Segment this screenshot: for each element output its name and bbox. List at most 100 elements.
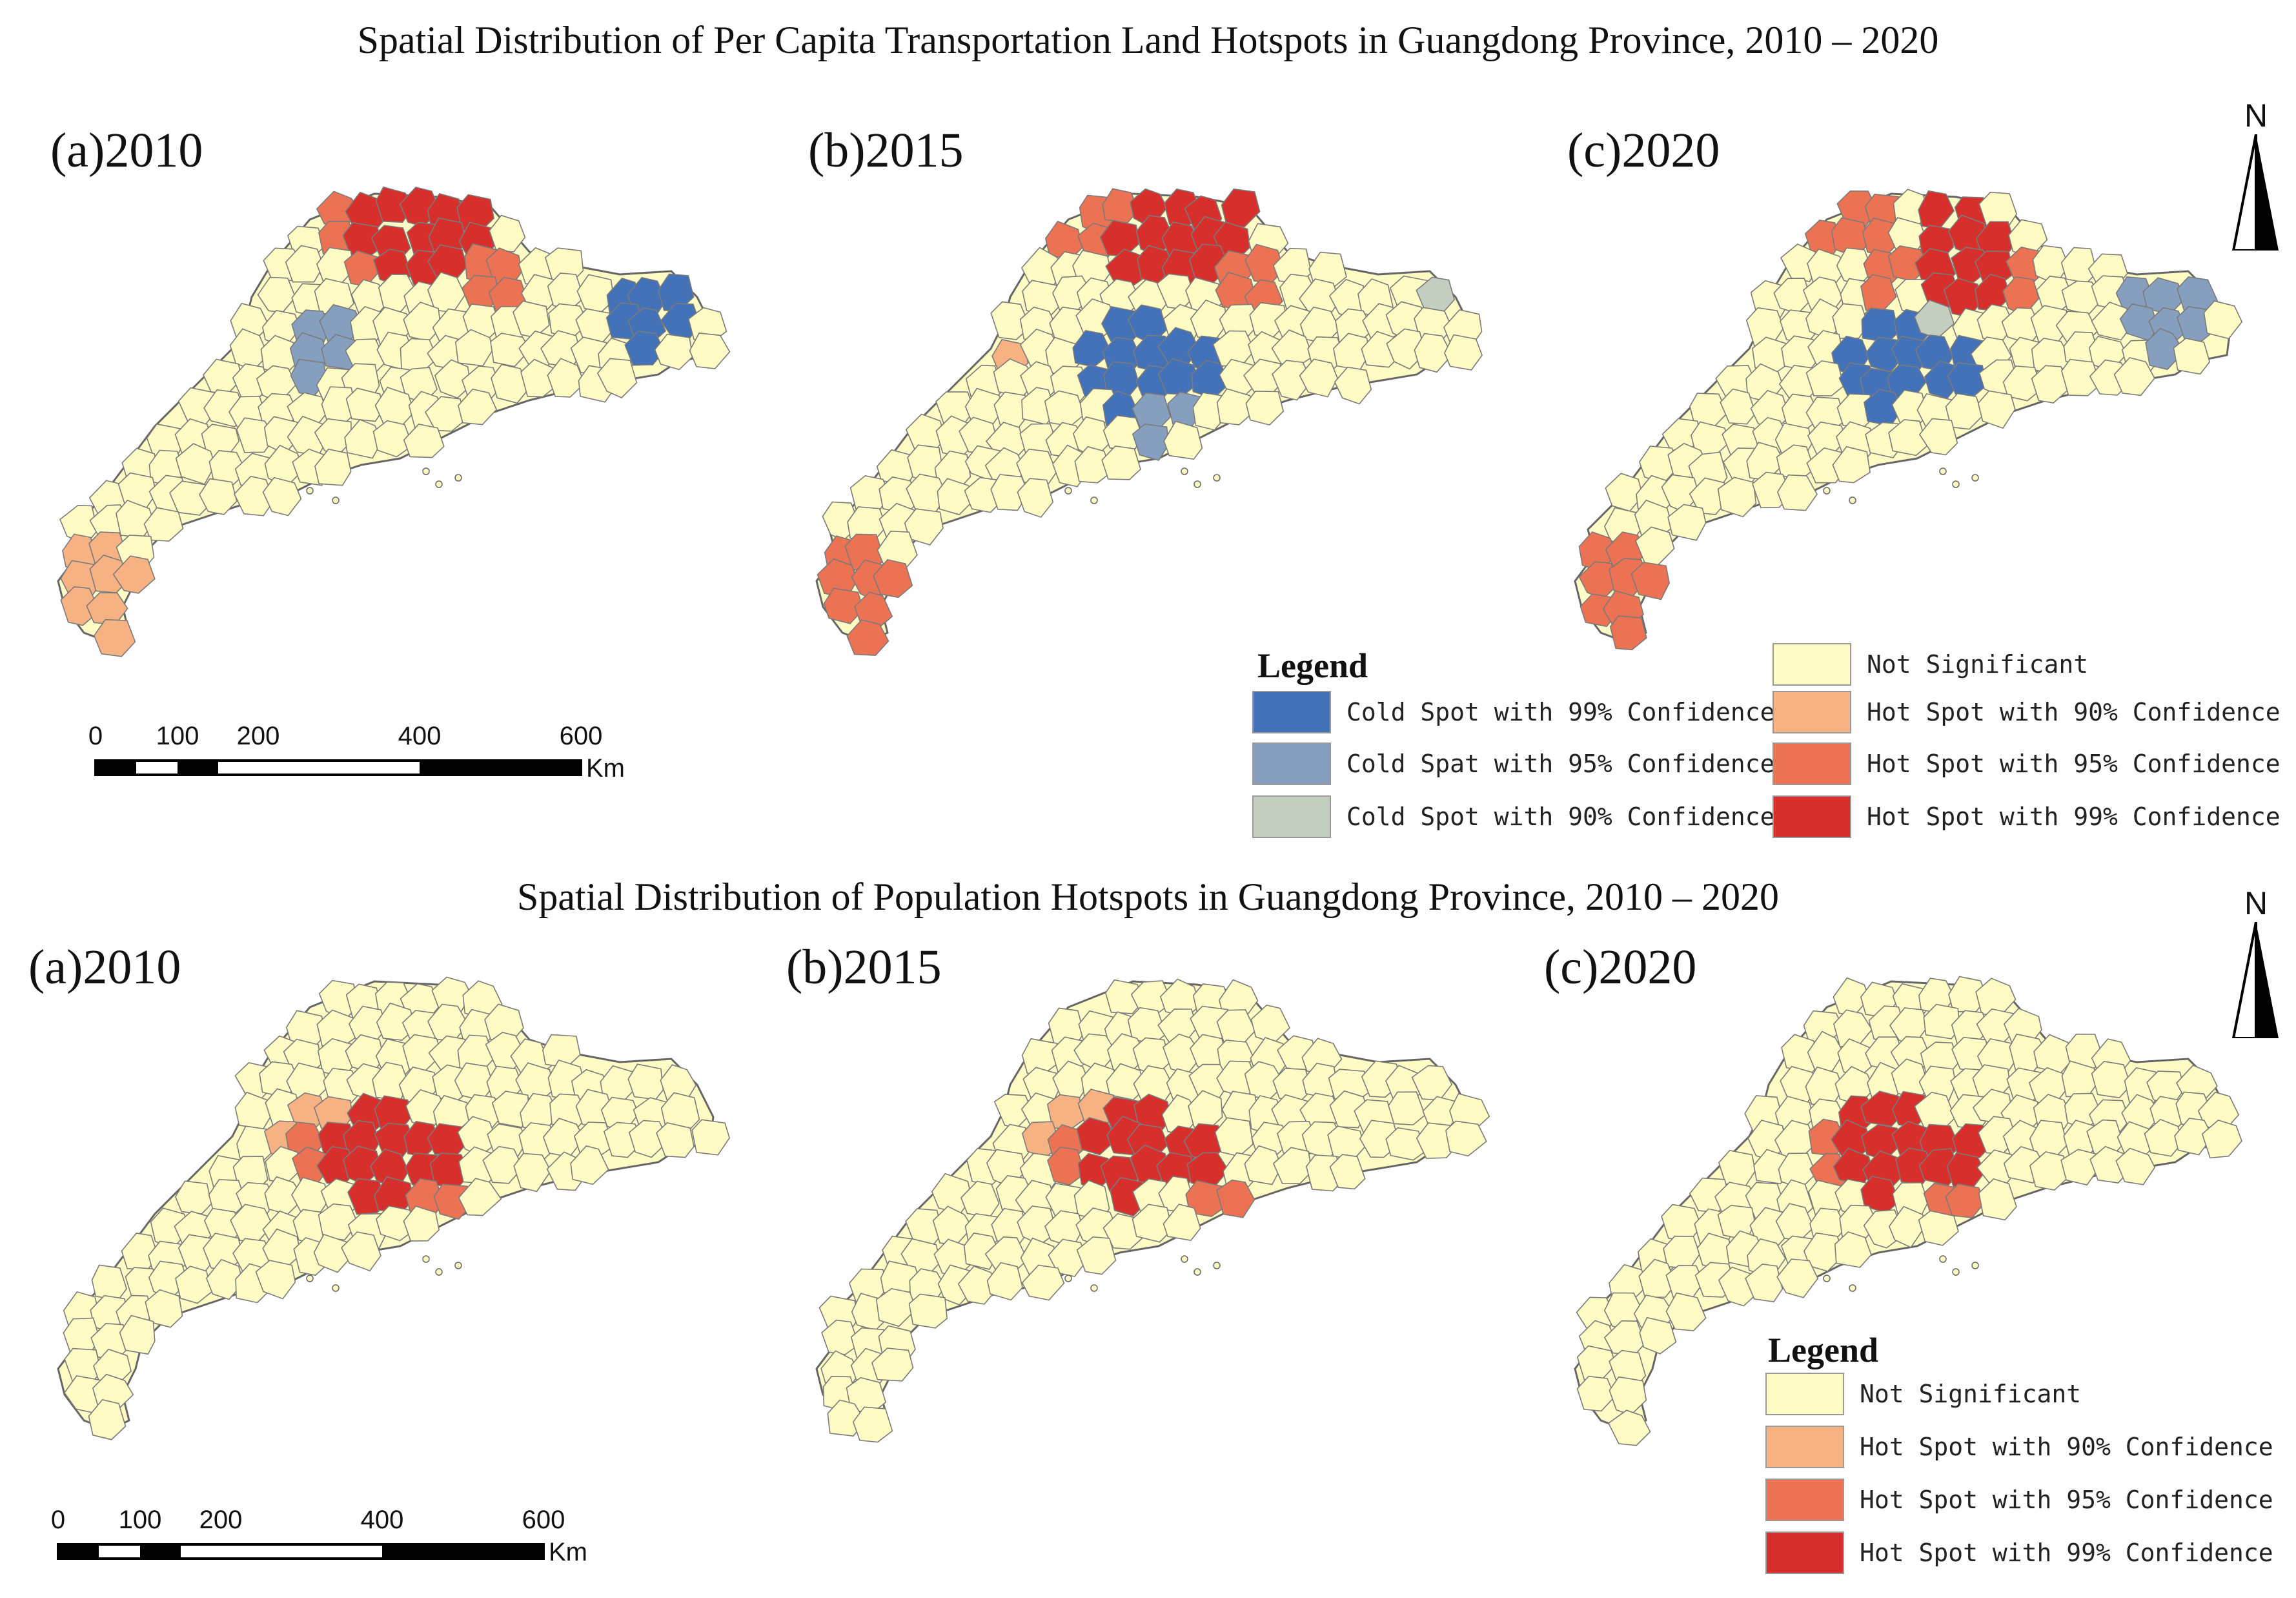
island [1194, 1268, 1201, 1276]
top-map-2020 [1574, 189, 2243, 651]
scale-labels: 0 100 200 400 600 [65, 722, 645, 754]
legend-label: Not Significant [1860, 1380, 2082, 1408]
county-region [1888, 419, 1928, 456]
county-region [1832, 446, 1871, 484]
bottom-figure-title: Spatial Distribution of Population Hotsp… [517, 876, 1779, 918]
county-region [255, 1260, 296, 1300]
county-region [234, 475, 275, 517]
county-region [93, 619, 136, 657]
county-region [341, 1231, 381, 1272]
island [1849, 497, 1856, 504]
county-region [1414, 333, 1453, 373]
bottom-panel-c-label: (c)2020 [1544, 940, 1697, 994]
island [1064, 1275, 1072, 1282]
county-region [660, 303, 700, 338]
county-region [1834, 1231, 1872, 1268]
county-region [262, 476, 302, 517]
county-region [1945, 393, 1984, 430]
county-region [482, 1145, 523, 1184]
legend-item-hot95: Hot Spot with 95% Confidence [1765, 1479, 2273, 1521]
island [1064, 487, 1072, 495]
county-region [1444, 334, 1483, 371]
legend-title: Legend [1257, 646, 1368, 685]
county-region [2115, 1147, 2156, 1185]
county-region [1163, 1204, 1201, 1241]
county-region [372, 420, 414, 458]
legend-item-not-significant: Not Significant [1773, 643, 2088, 686]
county-region [1665, 1292, 1707, 1331]
legend-title: Legend [1768, 1331, 1879, 1369]
legend-label: Cold Spat with 95% Confidence [1346, 750, 1775, 778]
county-region [937, 478, 977, 516]
county-region [624, 330, 665, 366]
county-region [175, 1265, 213, 1304]
county-region [458, 1178, 502, 1216]
county-region [628, 1120, 669, 1158]
county-region [174, 1180, 212, 1214]
legend-swatch [1252, 691, 1331, 733]
top-panel-b-label: (b)2015 [808, 123, 964, 178]
north-arrow-icon [2231, 134, 2279, 252]
county-region [119, 1315, 156, 1355]
county-region [1299, 358, 1339, 398]
scale-tick-label: 0 [88, 722, 103, 750]
legend-swatch [1773, 795, 1851, 838]
legend-swatch [1252, 743, 1331, 785]
county-region [990, 301, 1031, 340]
county-region [990, 474, 1030, 511]
scale-labels: 0 100 200 400 600 [27, 1506, 608, 1538]
bottom-legend: Legend Not Significant Hot Spot with 90%… [1765, 1330, 2282, 1588]
scale-tick-label: 600 [559, 722, 603, 750]
county-region [2144, 1118, 2184, 1157]
bottom-map-2015 [815, 978, 1490, 1443]
legend-item-hot99: Hot Spot with 99% Confidence [1773, 795, 2281, 838]
county-region [1329, 1154, 1366, 1190]
county-region [2031, 365, 2070, 404]
county-region [208, 1179, 247, 1214]
county-region [491, 364, 531, 404]
island [1194, 480, 1201, 488]
county-region [1977, 390, 2016, 429]
county-region [656, 1122, 695, 1158]
county-region [1076, 1117, 1118, 1156]
island [422, 467, 430, 475]
county-region [1244, 1145, 1282, 1185]
top-scale-bar: 0 100 200 400 600 Km [65, 722, 645, 793]
county-region [1639, 1316, 1677, 1355]
legend-swatch [1773, 743, 1851, 785]
county-region [1923, 1003, 1961, 1040]
island [332, 497, 340, 504]
county-region [145, 1289, 183, 1328]
county-region [1720, 388, 1756, 425]
legend-swatch [1252, 795, 1331, 838]
legend-item-hot90: Hot Spot with 90% Confidence [1773, 691, 2281, 733]
county-region [60, 586, 101, 626]
island [1823, 487, 1831, 495]
county-region [1860, 1091, 1902, 1127]
legend-label: Cold Spot with 99% Confidence [1346, 698, 1775, 726]
island [1952, 480, 1960, 488]
bottom-north-arrow: N [2220, 885, 2291, 1041]
north-letter: N [2244, 97, 2268, 134]
island [1939, 467, 1947, 475]
island [1213, 474, 1221, 482]
county-region [1631, 562, 1670, 600]
county-region [1021, 1264, 1065, 1301]
county-region [1074, 446, 1113, 484]
county-region [1216, 388, 1256, 425]
scale-tick-label: 100 [156, 722, 199, 750]
county-region [1445, 1120, 1487, 1157]
county-region [1163, 420, 1203, 460]
county-region [2113, 357, 2155, 396]
island [1971, 1262, 1979, 1269]
island [1971, 474, 1979, 482]
county-region [1047, 1146, 1086, 1186]
county-region [143, 507, 184, 542]
scale-tick-label: 400 [398, 722, 442, 750]
scale-tick-label: 400 [360, 1506, 404, 1534]
legend-swatch [1765, 1426, 1844, 1468]
island [1090, 1284, 1098, 1292]
county-region [821, 1319, 860, 1355]
county-region [1689, 477, 1730, 515]
island [435, 480, 443, 488]
